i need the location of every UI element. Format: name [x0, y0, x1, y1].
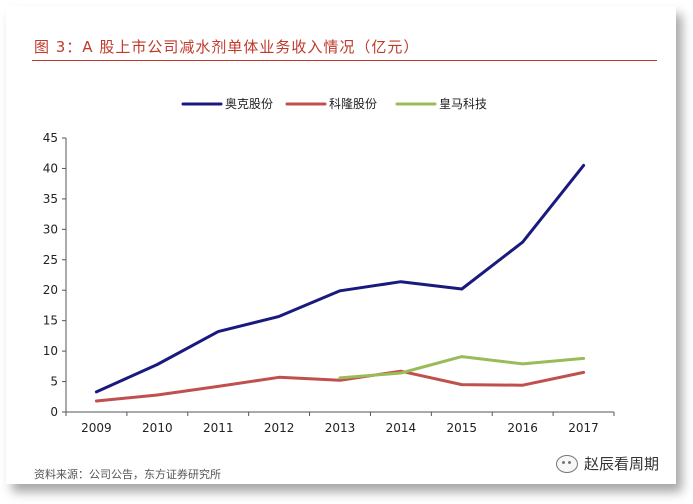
legend-label: 皇马科技 — [439, 97, 487, 111]
y-tick-label: 25 — [43, 253, 58, 267]
title-divider — [32, 60, 657, 61]
x-tick-label: 2015 — [447, 421, 478, 435]
series-line-2 — [94, 369, 586, 403]
watermark: 赵辰看周期 — [556, 453, 659, 474]
series-line-1 — [94, 163, 586, 394]
y-tick-label: 40 — [43, 161, 58, 175]
legend: 奥克股份 科隆股份 皇马科技 — [181, 96, 487, 111]
y-tick-labels: 0 5 10 15 20 25 30 35 40 45 — [43, 131, 58, 419]
y-tick-label: 15 — [43, 314, 58, 328]
y-tick-label: 5 — [50, 375, 58, 389]
axes — [62, 137, 615, 416]
watermark-text: 赵辰看周期 — [584, 455, 660, 473]
source-note: 资料来源：公司公告，东方证券研究所 — [34, 468, 221, 481]
legend-label: 科隆股份 — [329, 96, 377, 111]
figure-title: 图 3：A 股上市公司减水剂单体业务收入情况（亿元） — [34, 38, 420, 56]
y-tick-label: 45 — [43, 131, 58, 145]
legend-label: 奥克股份 — [225, 97, 273, 111]
y-tick-label: 0 — [50, 405, 58, 419]
x-tick-label: 2010 — [142, 421, 173, 435]
x-tick-label: 2013 — [325, 421, 356, 435]
figure-card — [6, 6, 676, 484]
series-lines — [94, 163, 586, 403]
x-tick-labels: 2009 2010 2011 2012 2013 2014 2015 2016 2017 — [81, 421, 599, 435]
y-tick-label: 20 — [43, 283, 58, 297]
x-tick-label: 2011 — [203, 421, 234, 435]
x-tick-label: 2017 — [568, 421, 599, 435]
x-tick-label: 2016 — [507, 421, 538, 435]
y-tick-label: 35 — [43, 192, 58, 206]
x-tick-label: 2012 — [264, 421, 295, 435]
x-tick-label: 2009 — [81, 421, 112, 435]
series-line-3 — [338, 355, 586, 380]
wechat-icon — [556, 454, 578, 473]
y-tick-label: 10 — [43, 344, 58, 358]
y-tick-label: 30 — [43, 222, 58, 236]
x-tick-label: 2014 — [386, 421, 417, 435]
